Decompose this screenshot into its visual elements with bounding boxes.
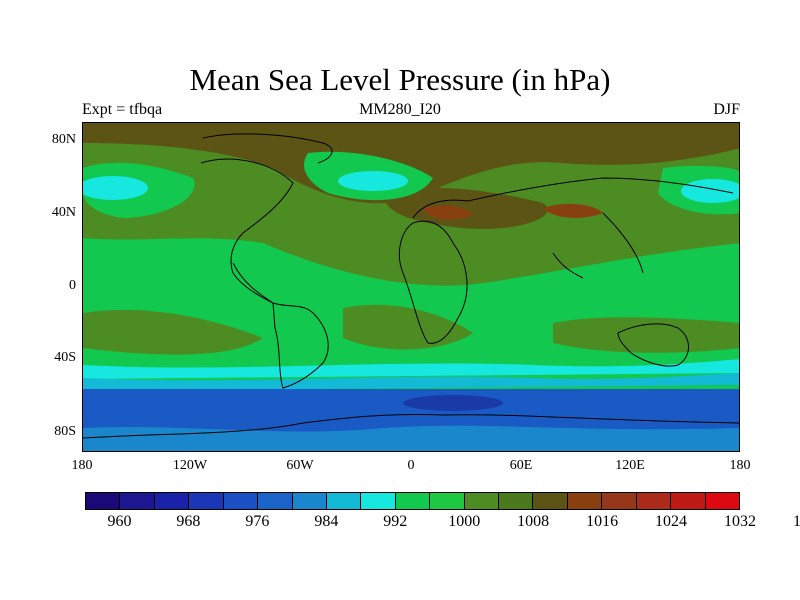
colorbar-swatch xyxy=(86,493,121,509)
colorbar-swatch xyxy=(705,493,740,509)
field-pacific-low-core xyxy=(83,176,148,200)
field-antarctica-ice xyxy=(83,425,739,451)
field-asian-core xyxy=(423,205,473,220)
colorbar-label: 1040 xyxy=(792,513,800,530)
colorbar-label: 976 xyxy=(245,513,270,530)
coastlines xyxy=(83,133,739,439)
colorbar-swatch xyxy=(154,493,190,509)
field-sp-high xyxy=(83,309,263,355)
lat-label-40n: 40N xyxy=(51,205,76,220)
colorbar-label: 960 xyxy=(107,513,132,530)
map-title: Mean Sea Level Pressure (in hPa) xyxy=(189,62,611,97)
colorbar-swatch xyxy=(223,493,259,509)
colorbar-swatch xyxy=(602,493,637,509)
colorbar-swatch xyxy=(499,493,534,509)
coast-south-america xyxy=(272,302,329,389)
colorbar-swatch xyxy=(430,493,465,509)
colorbar-label: 1016 xyxy=(586,513,619,530)
colorbar-swatch xyxy=(326,493,362,509)
colorbar-label: 1024 xyxy=(655,513,688,530)
colorbar-swatch xyxy=(258,493,293,509)
lat-label-80s: 80S xyxy=(54,424,76,439)
colorbar-swatch xyxy=(567,493,603,509)
lon-label-60w: 60W xyxy=(286,458,314,473)
colorbar-swatch xyxy=(292,493,327,509)
colorbar-label: 992 xyxy=(383,513,408,530)
lon-label-120w: 120W xyxy=(172,458,208,473)
colorbar-swatch xyxy=(189,493,224,509)
colorbar xyxy=(85,492,740,510)
lat-label-80n: 80N xyxy=(51,132,76,147)
field-east-core xyxy=(543,203,603,218)
coast-antarctica xyxy=(83,414,739,439)
colorbar-swatch xyxy=(464,493,500,509)
field-asian-high xyxy=(383,187,548,229)
lat-label-eq: 0 xyxy=(69,278,76,293)
field-aleutian-low-core xyxy=(681,179,739,203)
colorbar-label: 984 xyxy=(314,513,339,530)
field-sa-high xyxy=(343,304,473,350)
colorbar-swatch xyxy=(361,493,396,509)
coast-africa xyxy=(398,220,468,344)
lon-label-0: 0 xyxy=(407,458,415,473)
field-antarctic-core xyxy=(403,395,503,411)
experiment-label: Expt = tfbqa xyxy=(82,101,163,118)
field-arctic-high xyxy=(83,123,739,204)
colorbar-label: 1008 xyxy=(517,513,550,530)
field-io-high xyxy=(553,317,739,353)
colorbar-label: 1032 xyxy=(724,513,756,530)
colorbar-label: 1000 xyxy=(448,513,481,530)
pressure-map xyxy=(82,122,740,452)
season-label: DJF xyxy=(713,101,740,118)
lon-label-180e: 180 xyxy=(729,458,751,473)
colorbar-swatch xyxy=(120,493,155,509)
colorbar-swatch xyxy=(533,493,568,509)
field-icelandic-low-core xyxy=(338,171,408,191)
field-southern-lightblue xyxy=(83,373,739,391)
coast-australia xyxy=(617,323,689,367)
field-southern-cyan xyxy=(83,359,739,379)
colorbar-swatch xyxy=(636,493,672,509)
coast-eurasia xyxy=(412,177,734,279)
coast-greenland xyxy=(202,133,333,164)
model-label: MM280_I20 xyxy=(359,101,441,118)
colorbar-swatch xyxy=(395,493,431,509)
colorbar-label: 968 xyxy=(176,513,201,530)
colorbar-swatch xyxy=(671,493,706,509)
lon-label-120e: 120E xyxy=(615,458,645,473)
lon-label-180w: 180 xyxy=(71,458,93,473)
pressure-field-svg xyxy=(83,123,739,451)
lon-label-60e: 60E xyxy=(509,458,533,473)
lat-label-40s: 40S xyxy=(54,350,76,365)
